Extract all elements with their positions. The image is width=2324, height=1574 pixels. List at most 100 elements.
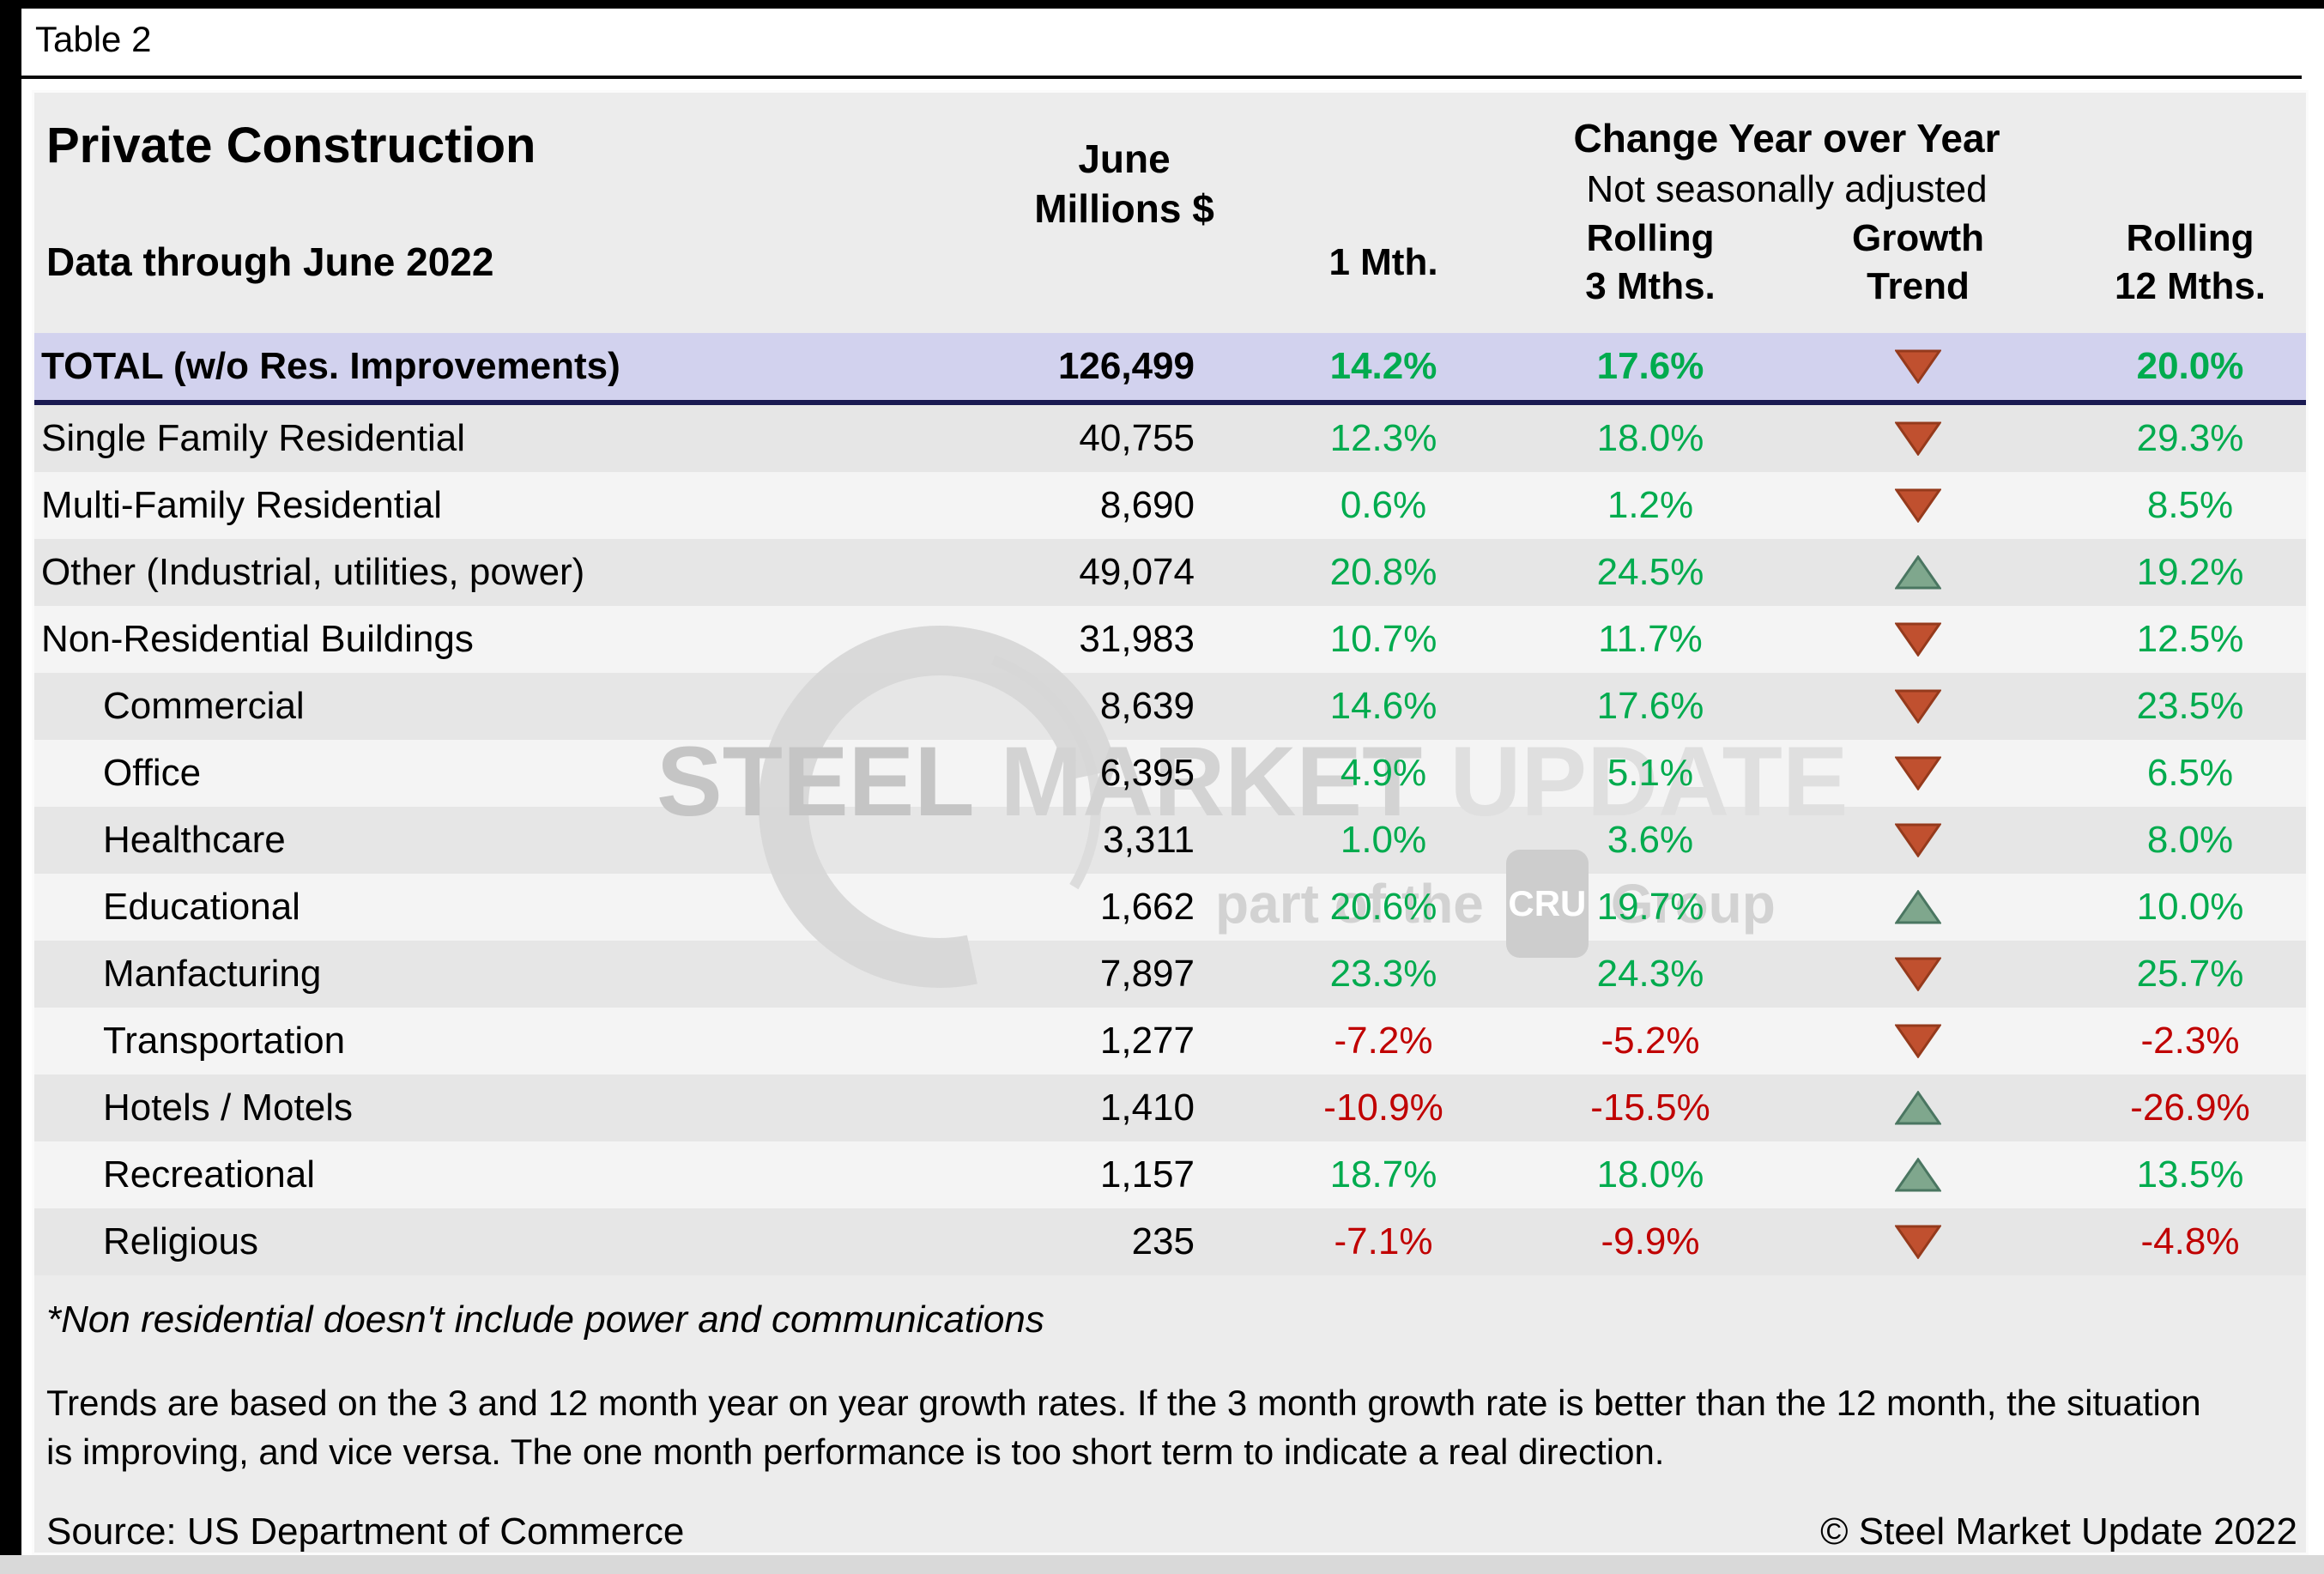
trend-down-icon [1895,333,1941,400]
table-row: Single Family Residential 40,755 12.3% 18.0… [34,405,2306,472]
trend-down-icon [1895,1008,1941,1075]
table-panel: Private Construction Data through June 2… [32,90,2309,1555]
row-label: Manfacturing [103,953,322,995]
source-note: Source: US Department of Commerce [46,1510,685,1553]
row-label: Religious [103,1220,258,1262]
trend-up-icon [1895,874,1941,941]
table-rows: TOTAL (w/o Res. Improvements) 126,499 14.2… [34,333,2306,1275]
table-row: Multi-Family Residential 8,690 0.6% 1.2% 8.5… [34,472,2306,539]
trend-up-icon [1895,1141,1941,1208]
pct-rolling-3mths: 18.0% [1596,1153,1704,1196]
trend-down-icon [1895,405,1941,472]
trend-down-icon [1895,941,1941,1008]
row-label: Other (Industrial, utilities, power) [41,551,585,593]
pct-1mth: 14.6% [1329,685,1437,727]
pct-rolling-3mths: 1.2% [1607,484,1694,526]
value-column-line1: June [1078,136,1171,181]
pct-rolling-12mths: 25.7% [2136,953,2244,995]
table-row: Manfacturing 7,897 23.3% 24.3% 25.7% [34,941,2306,1008]
pct-1mth: -7.1% [1334,1220,1433,1262]
pct-1mth: 20.6% [1329,886,1437,928]
pct-rolling-12mths: 6.5% [2146,752,2234,794]
pct-1mth: 4.9% [1340,752,1427,794]
table-row: Commercial 8,639 14.6% 17.6% 23.5% [34,673,2306,740]
pct-rolling-3mths: -5.2% [1601,1020,1700,1062]
row-value: 1,277 [1099,1020,1195,1062]
copyright-note: © Steel Market Update 2022 [1820,1510,2297,1553]
pct-rolling-3mths: 24.5% [1596,551,1704,593]
pct-rolling-3mths: 24.3% [1596,953,1704,995]
pct-rolling-12mths: 12.5% [2136,618,2244,660]
trend-down-icon [1895,673,1941,740]
pct-rolling-3mths: -9.9% [1601,1220,1700,1262]
pct-1mth: 14.2% [1329,345,1437,387]
column-header-growth-trend: Growth Trend [1852,217,1984,307]
row-value: 49,074 [1079,551,1195,593]
row-value: 40,755 [1079,417,1195,459]
row-label: Single Family Residential [41,417,465,459]
pct-1mth: 23.3% [1329,953,1437,995]
table-subtitle: Data through June 2022 [46,239,494,284]
pct-rolling-12mths: 8.5% [2146,484,2234,526]
row-value: 7,897 [1099,953,1195,995]
row-value: 8,690 [1099,484,1195,526]
trends-note: Trends are based on the 3 and 12 month y… [46,1383,2201,1472]
table-row: Religious 235 -7.1% -9.9% -4.8% [34,1208,2306,1275]
row-label: Recreational [103,1153,316,1196]
value-column-line2: Millions $ [1034,186,1214,231]
table-row: Educational 1,662 20.6% 19.7% 10.0% [34,874,2306,941]
table-row: Other (Industrial, utilities, power) 49,0… [34,539,2306,606]
column-header-rolling-12mths: Rolling 12 Mths. [2114,217,2267,307]
row-value: 1,662 [1099,886,1195,928]
trend-down-icon [1895,740,1941,807]
row-label: Commercial [103,685,305,727]
pct-rolling-12mths: -2.3% [2140,1020,2240,1062]
pct-rolling-3mths: 18.0% [1596,417,1704,459]
pct-rolling-3mths: -15.5% [1590,1087,1710,1129]
table-row: Hotels / Motels 1,410 -10.9% -15.5% -26.9% [34,1075,2306,1141]
trend-up-icon [1895,539,1941,606]
table-title: Private Construction [46,118,536,173]
title-divider [21,76,2302,79]
pct-1mth: 18.7% [1329,1153,1437,1196]
trend-down-icon [1895,807,1941,874]
pct-rolling-12mths: 20.0% [2136,345,2244,387]
pct-1mth: 20.8% [1329,551,1437,593]
column-header-1mth: 1 Mth. [1328,241,1438,283]
pct-rolling-12mths: -26.9% [2130,1087,2250,1129]
trend-down-icon [1895,606,1941,673]
pct-rolling-12mths: -4.8% [2140,1220,2240,1262]
pct-rolling-3mths: 17.6% [1596,685,1704,727]
row-label: TOTAL (w/o Res. Improvements) [41,345,620,387]
pct-rolling-12mths: 23.5% [2136,685,2244,727]
row-label: Multi-Family Residential [41,484,443,526]
pct-rolling-12mths: 19.2% [2136,551,2244,593]
pct-rolling-3mths: 5.1% [1607,752,1694,794]
row-value: 8,639 [1099,685,1195,727]
row-label: Hotels / Motels [103,1087,353,1129]
row-value: 31,983 [1079,618,1195,660]
pct-rolling-3mths: 19.7% [1596,886,1704,928]
pct-rolling-12mths: 10.0% [2136,886,2244,928]
row-value: 3,311 [1103,819,1195,861]
row-label: Transportation [103,1020,346,1062]
change-yoy-header: Change Year over Year [1573,116,2000,160]
pct-rolling-3mths: 17.6% [1596,345,1704,387]
row-value: 1,157 [1099,1153,1195,1196]
table-row: Recreational 1,157 18.7% 18.0% 13.5% [34,1141,2306,1208]
table-row: Transportation 1,277 -7.2% -5.2% -2.3% [34,1008,2306,1075]
row-label: Educational [103,886,300,928]
trend-down-icon [1895,472,1941,539]
column-header-rolling-3mths: Rolling 3 Mths. [1585,217,1716,307]
table-row-total: TOTAL (w/o Res. Improvements) 126,499 14.2… [34,333,2306,405]
page-title: Table 2 [35,19,152,59]
row-label: Office [103,752,202,794]
pct-1mth: 1.0% [1340,819,1427,861]
value-column-header: June Millions $ [1034,134,1214,233]
change-yoy-subheader: Not seasonally adjusted [1586,168,1988,210]
pct-rolling-3mths: 3.6% [1607,819,1694,861]
pct-1mth: 0.6% [1340,484,1427,526]
trend-down-icon [1895,1208,1941,1275]
table-row: Healthcare 3,311 1.0% 3.6% 8.0% [34,807,2306,874]
